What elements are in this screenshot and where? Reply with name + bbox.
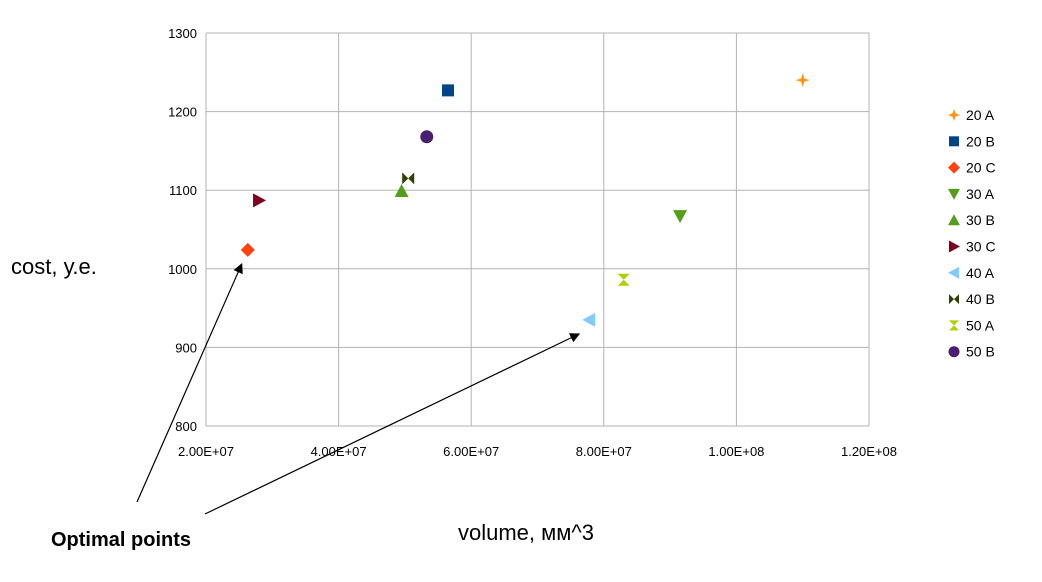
legend-label: 30 C xyxy=(966,239,996,255)
y-tick-label: 1100 xyxy=(169,183,197,198)
legend-label: 40 B xyxy=(966,291,995,307)
data-point xyxy=(240,242,255,257)
data-point xyxy=(617,273,630,286)
y-tick-label: 900 xyxy=(175,340,197,355)
y-tick-label: 1000 xyxy=(168,262,197,277)
legend-label: 40 A xyxy=(966,265,995,281)
x-tick-label: 8.00E+07 xyxy=(576,444,632,459)
x-tick-label: 6.00E+07 xyxy=(443,444,499,459)
legend: 20 A 20 B 20 C 30 A 30 B 30 C 40 A 40 B 50 A 50 B xyxy=(948,107,996,360)
legend-label: 50 A xyxy=(966,317,995,333)
legend-marker xyxy=(948,188,960,200)
legend-marker xyxy=(949,240,960,253)
x-tick-label: 2.00E+07 xyxy=(178,444,234,459)
legend-label: 30 A xyxy=(966,186,995,202)
x-axis-tick-labels: 2.00E+07 4.00E+07 6.00E+07 8.00E+07 1.00E+08… xyxy=(178,444,897,459)
data-point xyxy=(394,183,409,197)
x-axis-title: volume, мм^3 xyxy=(458,520,594,545)
y-tick-label: 1300 xyxy=(168,26,197,41)
y-tick-label: 800 xyxy=(175,419,197,434)
legend-marker xyxy=(948,161,960,174)
data-point xyxy=(402,172,415,185)
y-axis-tick-labels: 800 900 1000 1100 1200 1300 xyxy=(168,26,197,434)
legend-label: 20 A xyxy=(966,107,995,123)
legend-marker xyxy=(948,109,960,121)
annotation-arrow xyxy=(204,333,581,515)
grid-lines xyxy=(205,32,870,427)
y-tick-label: 1200 xyxy=(168,105,197,120)
data-point xyxy=(673,210,688,224)
legend-marker xyxy=(948,266,959,279)
legend-marker xyxy=(949,294,959,305)
data-point xyxy=(795,73,810,88)
legend-marker xyxy=(948,346,960,358)
y-axis-title: cost, у.е. xyxy=(11,254,97,279)
data-point xyxy=(253,193,267,208)
legend-marker xyxy=(949,136,959,147)
data-point xyxy=(441,84,454,97)
annotation-text: Optimal points xyxy=(51,529,191,551)
legend-label: 50 B xyxy=(966,344,995,360)
data-points xyxy=(240,73,810,327)
x-tick-label: 1.20E+08 xyxy=(841,444,897,459)
data-point xyxy=(582,312,596,327)
legend-marker xyxy=(948,214,960,226)
annotation: Optimal points xyxy=(51,263,581,551)
x-tick-label: 1.00E+08 xyxy=(708,444,764,459)
x-tick-label: 4.00E+07 xyxy=(311,444,367,459)
legend-label: 20 C xyxy=(966,160,996,176)
legend-marker xyxy=(949,320,959,331)
annotation-arrow xyxy=(136,263,243,503)
legend-label: 20 B xyxy=(966,133,995,149)
legend-label: 30 B xyxy=(966,212,995,228)
data-point xyxy=(420,130,434,144)
